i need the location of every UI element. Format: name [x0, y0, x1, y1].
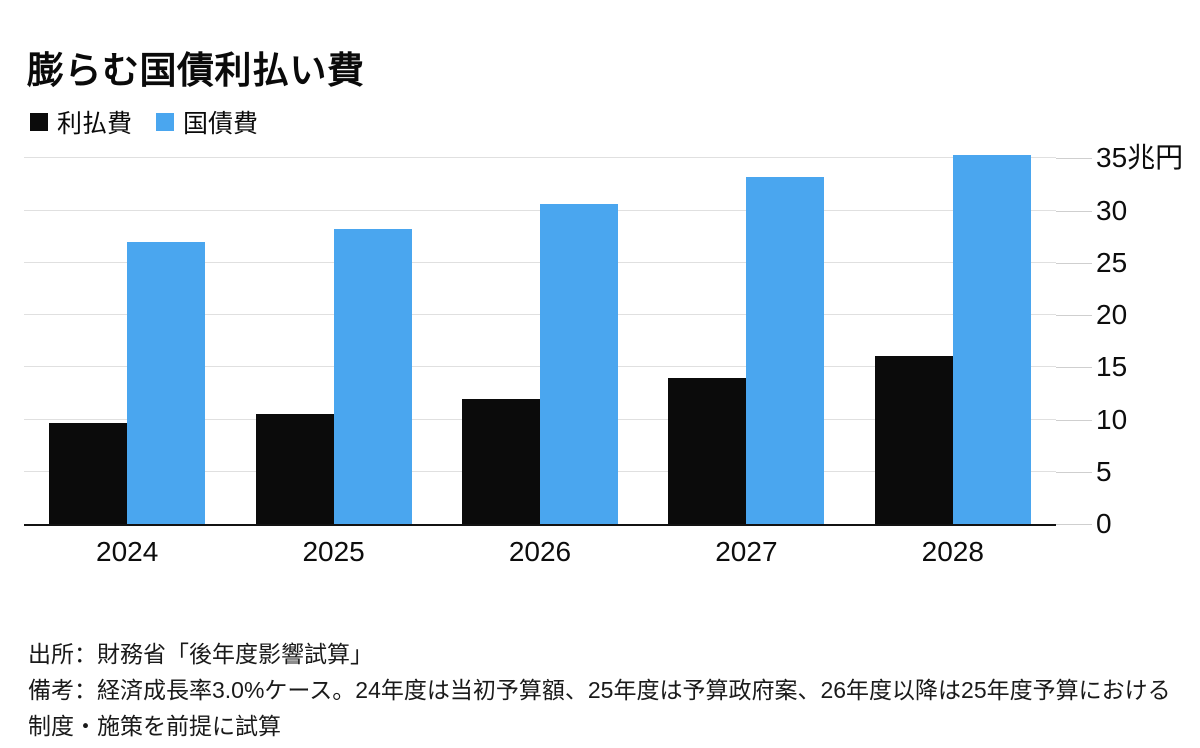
- value-axis-label-35: 35兆円: [1096, 142, 1184, 174]
- bond-expenses-bar-2028: [952, 155, 1031, 524]
- interest-cost-bar-2028: [874, 355, 953, 524]
- legend-label: 国債費: [183, 110, 259, 138]
- category-axis: 2024 2025 2026 2027 2028: [24, 536, 1056, 570]
- value-axis-label-15: 15: [1096, 351, 1128, 383]
- category-label-2028: 2028: [921, 536, 984, 567]
- interest-cost-legend-swatch-icon: [30, 113, 48, 131]
- value-axis-tick-0: [1056, 524, 1092, 525]
- bond-expenses-bar-2024: [127, 241, 206, 524]
- value-axis: 0 5 10 15 20 25 30 35兆円: [1056, 143, 1200, 539]
- bond-expenses-bar-2027: [746, 177, 825, 524]
- interest-cost-bar-2024: [49, 422, 128, 524]
- value-axis-tick-5: [1056, 471, 1092, 473]
- legend-label: 利払費: [57, 110, 133, 138]
- value-axis-label-20: 20: [1096, 299, 1128, 331]
- bar-chart-plot: [24, 150, 1056, 526]
- value-axis-label-25: 25: [1096, 246, 1128, 278]
- category-label-2026: 2026: [508, 536, 572, 567]
- chart-footer: 出所：財務省「後年度影響試算」 備考：経済成長率3.0%ケース。24年度は当初予…: [28, 636, 1176, 744]
- remarks-note: 備考：経済成長率3.0%ケース。24年度は当初予算額、25年度は予算政府案、26…: [28, 677, 1171, 739]
- value-axis-tick-30: [1056, 210, 1092, 212]
- value-axis-tick-25: [1056, 262, 1092, 264]
- bond-expenses-legend-swatch-icon: [156, 113, 175, 131]
- interest-cost-bar-2027: [668, 377, 747, 524]
- value-axis-label-0: 0: [1096, 508, 1112, 539]
- value-axis-tick-10: [1056, 419, 1092, 421]
- chart-title: 膨らむ国債利払い費: [27, 50, 365, 91]
- value-axis-label-10: 10: [1096, 403, 1128, 435]
- legend-item-bond-expenses: 国債費: [156, 104, 258, 140]
- category-label-2025: 2025: [302, 536, 365, 567]
- gridline-35: [24, 157, 1056, 159]
- bond-expenses-bar-2025: [333, 229, 412, 524]
- value-axis-tick-15: [1056, 367, 1092, 369]
- bond-expenses-bar-2026: [540, 204, 618, 524]
- value-axis-label-30: 30: [1096, 194, 1128, 226]
- category-label-2024: 2024: [96, 536, 159, 567]
- chart-legend: 利払費 国債費: [30, 104, 258, 140]
- interest-cost-bar-2026: [462, 398, 540, 524]
- value-axis-label-5: 5: [1096, 455, 1112, 487]
- source-note: 出所：財務省「後年度影響試算」: [28, 641, 373, 667]
- value-axis-tick-20: [1056, 315, 1092, 317]
- value-axis-tick-35: [1056, 158, 1092, 160]
- legend-item-interest-cost: 利払費: [30, 104, 132, 140]
- category-label-2027: 2027: [715, 536, 778, 567]
- interest-cost-bar-2025: [255, 414, 334, 524]
